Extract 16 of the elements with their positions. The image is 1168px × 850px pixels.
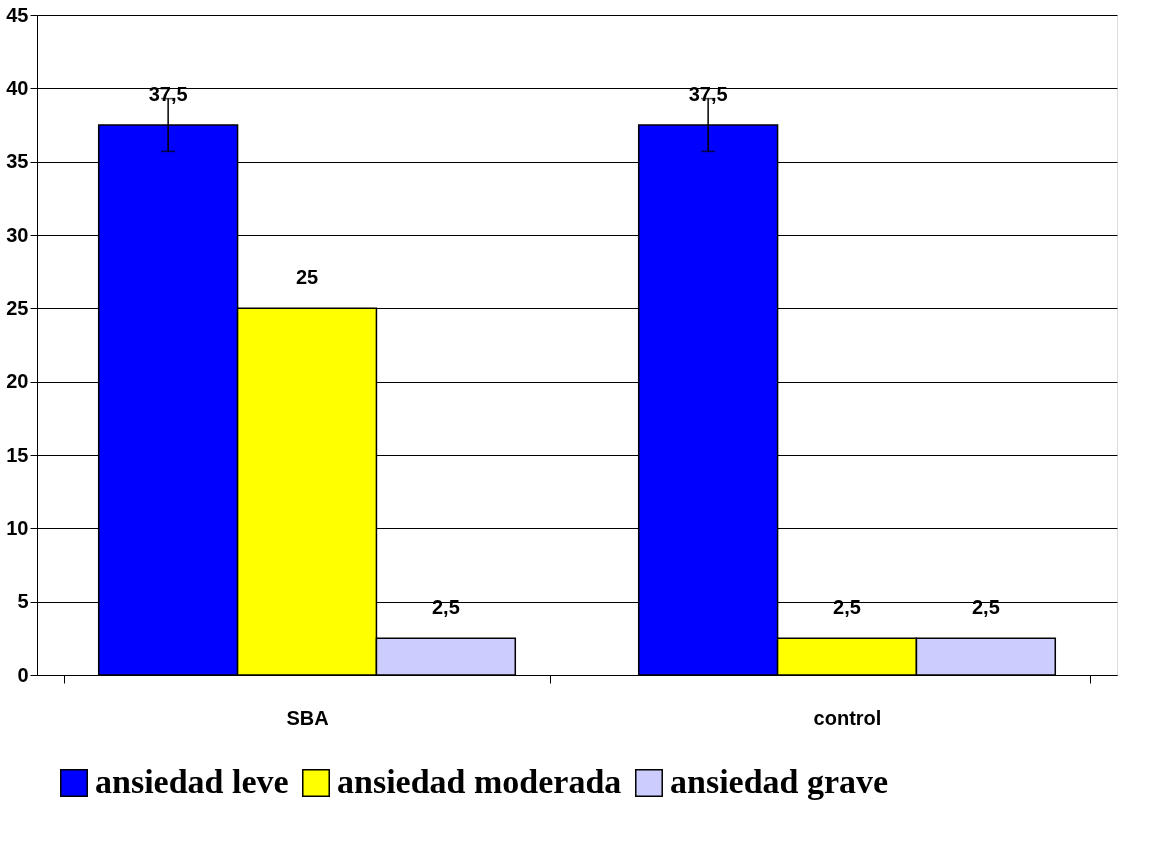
legend-label: ansiedad moderada	[337, 763, 622, 800]
y-tick-label: 10	[6, 516, 29, 539]
data-label: 25	[295, 266, 319, 289]
legend-label: ansiedad grave	[670, 763, 889, 800]
y-tick-label: 30	[6, 223, 29, 246]
y-tick-label: 35	[6, 150, 29, 173]
y-tick-label: 20	[6, 370, 29, 393]
y-tick-label: 5	[17, 590, 29, 613]
y-tick-label: 25	[6, 296, 29, 319]
y-tick-label: 15	[6, 443, 29, 466]
y-tick-label: 45	[6, 3, 29, 26]
x-tick-label: control	[813, 706, 882, 729]
y-tick-label: 0	[17, 663, 29, 686]
legend-label: ansiedad leve	[95, 763, 289, 800]
y-tick-label: 40	[6, 76, 29, 99]
x-tick-label: SBA	[286, 706, 329, 729]
